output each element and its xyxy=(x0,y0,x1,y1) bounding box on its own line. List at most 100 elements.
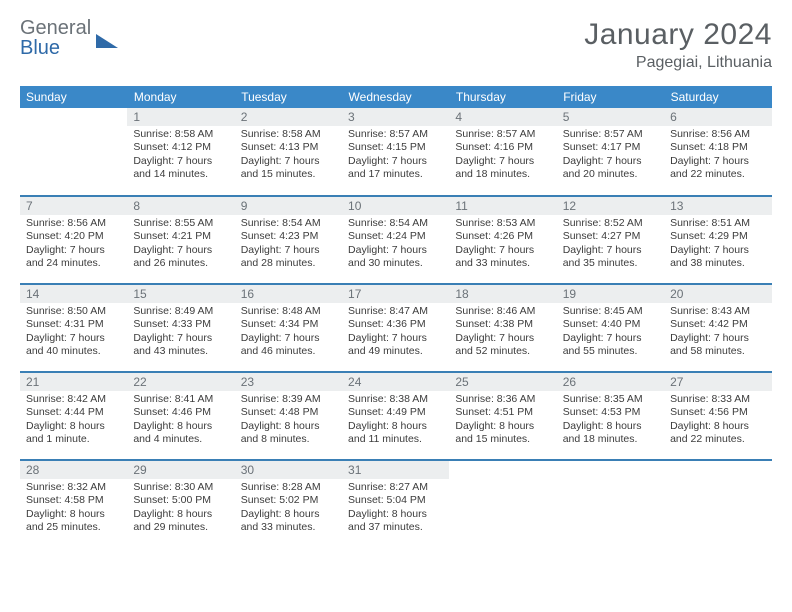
daylight-line: Daylight: 8 hours and 18 minutes. xyxy=(563,420,658,447)
day-number: 6 xyxy=(664,108,771,126)
calendar-day-cell: 12Sunrise: 8:52 AMSunset: 4:27 PMDayligh… xyxy=(557,196,664,284)
calendar-day-cell: 19Sunrise: 8:45 AMSunset: 4:40 PMDayligh… xyxy=(557,284,664,372)
day-of-week-header: Tuesday xyxy=(235,86,342,108)
sunset-line: Sunset: 4:42 PM xyxy=(670,318,765,331)
sunset-line: Sunset: 4:48 PM xyxy=(241,406,336,419)
day-of-week-header: Thursday xyxy=(449,86,556,108)
day-of-week-row: SundayMondayTuesdayWednesdayThursdayFrid… xyxy=(20,86,772,108)
sunrise-line: Sunrise: 8:27 AM xyxy=(348,481,443,494)
day-details: Sunrise: 8:35 AMSunset: 4:53 PMDaylight:… xyxy=(557,391,664,451)
day-number: 16 xyxy=(235,285,342,303)
day-number: 30 xyxy=(235,461,342,479)
day-number: 11 xyxy=(449,197,556,215)
sunrise-line: Sunrise: 8:43 AM xyxy=(670,305,765,318)
sunrise-line: Sunrise: 8:42 AM xyxy=(26,393,121,406)
day-details: Sunrise: 8:54 AMSunset: 4:23 PMDaylight:… xyxy=(235,215,342,275)
sunset-line: Sunset: 4:31 PM xyxy=(26,318,121,331)
calendar-head: SundayMondayTuesdayWednesdayThursdayFrid… xyxy=(20,86,772,108)
sunset-line: Sunset: 4:20 PM xyxy=(26,230,121,243)
sunrise-line: Sunrise: 8:53 AM xyxy=(455,217,550,230)
day-number: 24 xyxy=(342,373,449,391)
daylight-line: Daylight: 8 hours and 22 minutes. xyxy=(670,420,765,447)
day-details: Sunrise: 8:45 AMSunset: 4:40 PMDaylight:… xyxy=(557,303,664,363)
calendar-day-cell: 4Sunrise: 8:57 AMSunset: 4:16 PMDaylight… xyxy=(449,108,556,196)
sunset-line: Sunset: 4:53 PM xyxy=(563,406,658,419)
calendar-day-cell: 20Sunrise: 8:43 AMSunset: 4:42 PMDayligh… xyxy=(664,284,771,372)
calendar-day-cell: 26Sunrise: 8:35 AMSunset: 4:53 PMDayligh… xyxy=(557,372,664,460)
sunrise-line: Sunrise: 8:41 AM xyxy=(133,393,228,406)
calendar-day-cell: 23Sunrise: 8:39 AMSunset: 4:48 PMDayligh… xyxy=(235,372,342,460)
daylight-line: Daylight: 8 hours and 1 minute. xyxy=(26,420,121,447)
day-number: 8 xyxy=(127,197,234,215)
day-details: Sunrise: 8:53 AMSunset: 4:26 PMDaylight:… xyxy=(449,215,556,275)
sunset-line: Sunset: 4:15 PM xyxy=(348,141,443,154)
day-number: 2 xyxy=(235,108,342,126)
sunrise-line: Sunrise: 8:57 AM xyxy=(348,128,443,141)
calendar-day-cell: 9Sunrise: 8:54 AMSunset: 4:23 PMDaylight… xyxy=(235,196,342,284)
sunset-line: Sunset: 4:38 PM xyxy=(455,318,550,331)
brand-triangle-icon xyxy=(96,34,118,48)
day-number: 22 xyxy=(127,373,234,391)
day-details: Sunrise: 8:52 AMSunset: 4:27 PMDaylight:… xyxy=(557,215,664,275)
calendar-day-cell: 30Sunrise: 8:28 AMSunset: 5:02 PMDayligh… xyxy=(235,460,342,548)
day-number: 12 xyxy=(557,197,664,215)
sunrise-line: Sunrise: 8:50 AM xyxy=(26,305,121,318)
sunrise-line: Sunrise: 8:33 AM xyxy=(670,393,765,406)
sunset-line: Sunset: 4:21 PM xyxy=(133,230,228,243)
calendar-week-row: 28Sunrise: 8:32 AMSunset: 4:58 PMDayligh… xyxy=(20,460,772,548)
day-details: Sunrise: 8:27 AMSunset: 5:04 PMDaylight:… xyxy=(342,479,449,539)
day-number: 29 xyxy=(127,461,234,479)
daylight-line: Daylight: 7 hours and 28 minutes. xyxy=(241,244,336,271)
sunset-line: Sunset: 4:34 PM xyxy=(241,318,336,331)
daylight-line: Daylight: 7 hours and 30 minutes. xyxy=(348,244,443,271)
calendar-week-row: 1Sunrise: 8:58 AMSunset: 4:12 PMDaylight… xyxy=(20,108,772,196)
day-details: Sunrise: 8:50 AMSunset: 4:31 PMDaylight:… xyxy=(20,303,127,363)
sunrise-line: Sunrise: 8:32 AM xyxy=(26,481,121,494)
daylight-line: Daylight: 8 hours and 25 minutes. xyxy=(26,508,121,535)
daylight-line: Daylight: 8 hours and 8 minutes. xyxy=(241,420,336,447)
daylight-line: Daylight: 7 hours and 52 minutes. xyxy=(455,332,550,359)
calendar-week-row: 7Sunrise: 8:56 AMSunset: 4:20 PMDaylight… xyxy=(20,196,772,284)
sunrise-line: Sunrise: 8:56 AM xyxy=(26,217,121,230)
sunset-line: Sunset: 4:40 PM xyxy=(563,318,658,331)
day-number: 19 xyxy=(557,285,664,303)
day-details: Sunrise: 8:49 AMSunset: 4:33 PMDaylight:… xyxy=(127,303,234,363)
sunrise-line: Sunrise: 8:57 AM xyxy=(455,128,550,141)
daylight-line: Daylight: 8 hours and 29 minutes. xyxy=(133,508,228,535)
sunset-line: Sunset: 4:58 PM xyxy=(26,494,121,507)
day-of-week-header: Friday xyxy=(557,86,664,108)
sunrise-line: Sunrise: 8:36 AM xyxy=(455,393,550,406)
day-number: 31 xyxy=(342,461,449,479)
day-details: Sunrise: 8:51 AMSunset: 4:29 PMDaylight:… xyxy=(664,215,771,275)
calendar-week-row: 14Sunrise: 8:50 AMSunset: 4:31 PMDayligh… xyxy=(20,284,772,372)
calendar-day-cell: 25Sunrise: 8:36 AMSunset: 4:51 PMDayligh… xyxy=(449,372,556,460)
day-details: Sunrise: 8:56 AMSunset: 4:18 PMDaylight:… xyxy=(664,126,771,186)
sunrise-line: Sunrise: 8:47 AM xyxy=(348,305,443,318)
sunrise-line: Sunrise: 8:48 AM xyxy=(241,305,336,318)
sunset-line: Sunset: 4:49 PM xyxy=(348,406,443,419)
day-number: 13 xyxy=(664,197,771,215)
day-details: Sunrise: 8:38 AMSunset: 4:49 PMDaylight:… xyxy=(342,391,449,451)
sunrise-line: Sunrise: 8:51 AM xyxy=(670,217,765,230)
day-details: Sunrise: 8:47 AMSunset: 4:36 PMDaylight:… xyxy=(342,303,449,363)
day-details: Sunrise: 8:41 AMSunset: 4:46 PMDaylight:… xyxy=(127,391,234,451)
sunset-line: Sunset: 4:16 PM xyxy=(455,141,550,154)
sunset-line: Sunset: 4:36 PM xyxy=(348,318,443,331)
daylight-line: Daylight: 7 hours and 20 minutes. xyxy=(563,155,658,182)
calendar-day-cell: 10Sunrise: 8:54 AMSunset: 4:24 PMDayligh… xyxy=(342,196,449,284)
sunrise-line: Sunrise: 8:54 AM xyxy=(348,217,443,230)
calendar-day-cell: 28Sunrise: 8:32 AMSunset: 4:58 PMDayligh… xyxy=(20,460,127,548)
daylight-line: Daylight: 8 hours and 4 minutes. xyxy=(133,420,228,447)
calendar-day-cell: 8Sunrise: 8:55 AMSunset: 4:21 PMDaylight… xyxy=(127,196,234,284)
brand-word-2: Blue xyxy=(20,38,91,58)
day-details: Sunrise: 8:43 AMSunset: 4:42 PMDaylight:… xyxy=(664,303,771,363)
day-number: 27 xyxy=(664,373,771,391)
day-details: Sunrise: 8:33 AMSunset: 4:56 PMDaylight:… xyxy=(664,391,771,451)
day-details: Sunrise: 8:28 AMSunset: 5:02 PMDaylight:… xyxy=(235,479,342,539)
daylight-line: Daylight: 7 hours and 14 minutes. xyxy=(133,155,228,182)
calendar-day-cell: 31Sunrise: 8:27 AMSunset: 5:04 PMDayligh… xyxy=(342,460,449,548)
calendar-day-cell: 27Sunrise: 8:33 AMSunset: 4:56 PMDayligh… xyxy=(664,372,771,460)
day-number: 9 xyxy=(235,197,342,215)
day-details: Sunrise: 8:39 AMSunset: 4:48 PMDaylight:… xyxy=(235,391,342,451)
day-number: 25 xyxy=(449,373,556,391)
